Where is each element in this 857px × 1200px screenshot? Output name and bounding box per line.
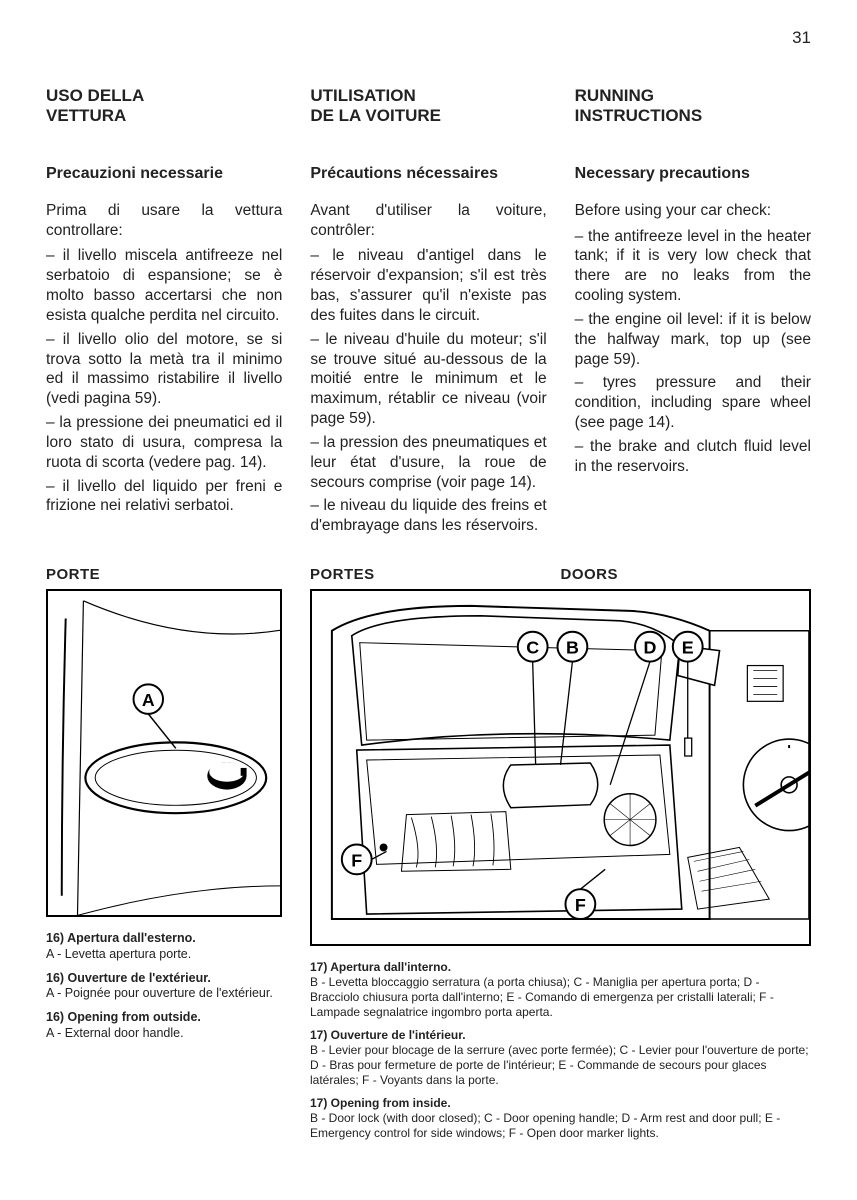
section-title-fr: UTILISATION DE LA VOITURE <box>310 86 546 127</box>
item-en-3: – the brake and clutch fluid level in th… <box>575 437 811 477</box>
callout-e-label: E <box>682 638 694 658</box>
intro-it: Prima di usare la vettura controllare: <box>46 201 282 241</box>
captions-left: 16) Apertura dall'esterno. A - Levetta a… <box>46 931 282 1041</box>
caption-right-2-title: 17) Opening from inside. <box>310 1096 451 1110</box>
subtitle-en: Necessary precautions <box>575 165 811 183</box>
caption-right-1-body: B - Levier pour blocage de la serrure (a… <box>310 1043 809 1087</box>
item-en-1: – the engine oil level: if it is below t… <box>575 310 811 369</box>
caption-left-1-title: 16) Ouverture de l'extérieur. <box>46 971 211 985</box>
caption-right-0-title: 17) Apertura dall'interno. <box>310 960 451 974</box>
doors-heading-en: DOORS <box>561 566 812 583</box>
item-it-1: – il livello olio del motore, se si trov… <box>46 330 282 409</box>
column-italian: USO DELLA VETTURA Precauzioni necessarie… <box>46 86 282 540</box>
callout-f1-label: F <box>351 850 362 870</box>
figure-exterior-handle: A <box>46 589 282 917</box>
item-fr-3: – le niveau du liquide des freins et d'e… <box>310 496 546 536</box>
caption-left-2-body: A - External door handle. <box>46 1026 184 1040</box>
item-it-0: – il livello miscela antifreeze nel serb… <box>46 246 282 325</box>
callout-b-label: B <box>566 638 579 658</box>
doors-heading-it: PORTE <box>46 566 282 583</box>
intro-fr: Avant d'utiliser la voiture, contrôler: <box>310 201 546 241</box>
page-number: 31 <box>792 28 811 48</box>
caption-left-0-title: 16) Apertura dall'esterno. <box>46 931 196 945</box>
section-title-en: RUNNING INSTRUCTIONS <box>575 86 811 127</box>
item-fr-2: – la pression des pneumatiques et leur é… <box>310 433 546 492</box>
subtitle-fr: Précautions nécessaires <box>310 165 546 183</box>
caption-left-2-title: 16) Opening from outside. <box>46 1010 201 1024</box>
item-fr-1: – le niveau d'huile du moteur; s'il se t… <box>310 330 546 429</box>
caption-left-1-body: A - Poignée pour ouverture de l'extérieu… <box>46 986 273 1000</box>
section-title-it: USO DELLA VETTURA <box>46 86 282 127</box>
callout-d-label: D <box>643 638 656 658</box>
item-en-0: – the antifreeze level in the heater tan… <box>575 227 811 306</box>
caption-left-0-body: A - Levetta apertura porte. <box>46 947 191 961</box>
subtitle-it: Precauzioni necessarie <box>46 165 282 183</box>
callout-a-label: A <box>142 690 155 710</box>
captions-right: 17) Apertura dall'interno. B - Levetta b… <box>310 960 811 1141</box>
figure-interior-door: C B D E F <box>310 589 811 946</box>
callout-c-label: C <box>526 638 539 658</box>
item-it-3: – il livello del liquido per freni e fri… <box>46 477 282 517</box>
doors-heading-fr: PORTES <box>310 566 561 583</box>
intro-en: Before using your car check: <box>575 201 811 221</box>
callout-f2-label: F <box>575 895 586 915</box>
item-it-2: – la pressione dei pneumatici ed il loro… <box>46 413 282 472</box>
caption-right-0-body: B - Levetta bloccaggio serratura (a port… <box>310 975 774 1019</box>
caption-right-2-body: B - Door lock (with door closed); C - Do… <box>310 1111 780 1140</box>
caption-right-1-title: 17) Ouverture de l'intérieur. <box>310 1028 466 1042</box>
item-en-2: – tyres pressure and their condition, in… <box>575 373 811 432</box>
item-fr-0: – le niveau d'antigel dans le réservoir … <box>310 246 546 325</box>
column-french: UTILISATION DE LA VOITURE Précautions né… <box>310 86 546 540</box>
column-english: RUNNING INSTRUCTIONS Necessary precautio… <box>575 86 811 540</box>
